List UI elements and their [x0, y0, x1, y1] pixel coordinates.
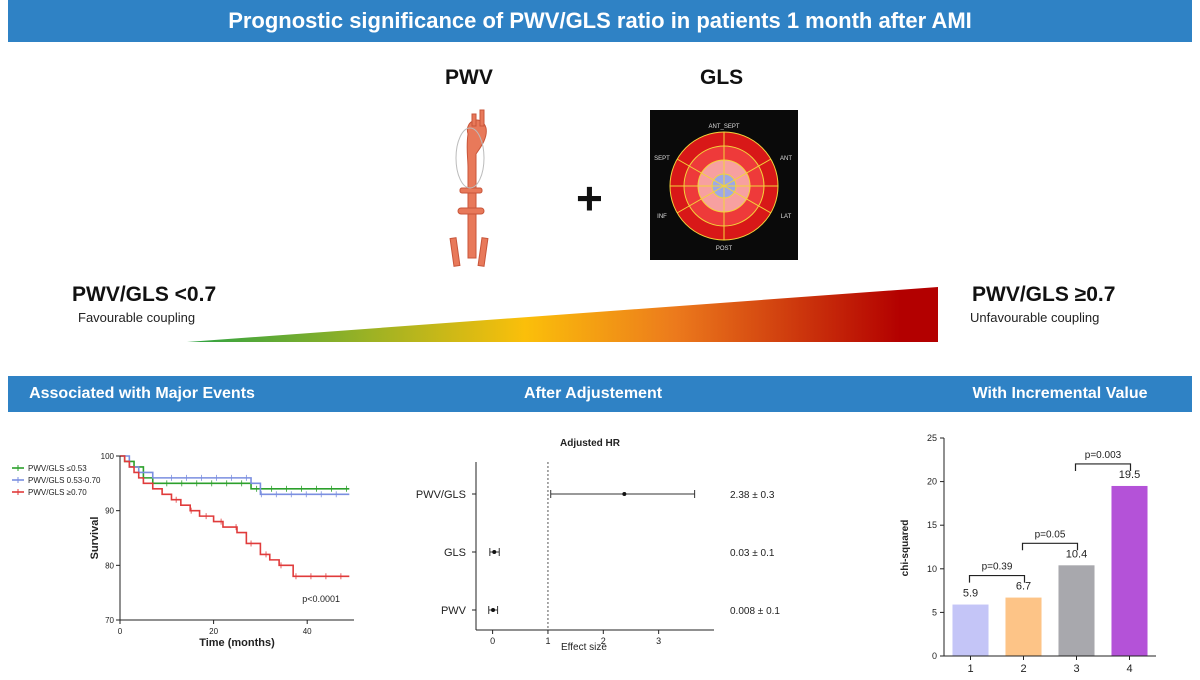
forest-xtick-label: 2 — [601, 636, 606, 646]
bar-comparison-bracket — [1021, 542, 1079, 551]
bar-comparison-pvalue: p=0.003 — [1085, 450, 1122, 461]
bar — [1111, 485, 1148, 656]
forest-xlabel: Effect size — [561, 642, 607, 653]
title-banner: Prognostic significance of PWV/GLS ratio… — [8, 0, 1192, 42]
forest-row-label: PWV/GLS — [416, 489, 466, 501]
forest-plot: Adjusted HR PWV/GLS 2.38 ± 0.3 GLS 0.03 ± 0… — [408, 428, 816, 658]
km-ytick-label: 80 — [105, 561, 114, 570]
forest-xtick-label: 0 — [490, 636, 495, 646]
bar — [1058, 565, 1095, 656]
km-ytick-label: 100 — [101, 452, 115, 461]
km-survival-chart: 70 80 90 100 0 20 40 PWV/GLS ≤0.53 PWV/GLS 0.53… — [8, 436, 368, 658]
bar-category-label: 3 — [1073, 663, 1079, 675]
forest-value-label: 2.38 ± 0.3 — [730, 490, 775, 501]
bullseye-label: LAT — [781, 214, 792, 220]
km-legend-label: PWV/GLS 0.53-0.70 — [28, 476, 101, 485]
plus-sign: + — [576, 172, 603, 224]
bar-value-label: 6.7 — [1016, 581, 1031, 593]
right-ratio: PWV/GLS ≥0.7 — [972, 283, 1116, 306]
forest-xtick-label: 1 — [545, 636, 550, 646]
km-pvalue: p<0.0001 — [302, 594, 340, 604]
bar-comparison-bracket — [1074, 463, 1132, 471]
bar-ytick-label: 20 — [927, 477, 937, 487]
km-survival-curve — [120, 455, 350, 578]
bar-ytick-label: 25 — [927, 433, 937, 443]
coupling-gradient — [187, 287, 938, 342]
bar — [1005, 597, 1042, 656]
forest-estimate-point — [491, 608, 496, 612]
km-ytick-label: 90 — [105, 507, 114, 516]
bar-value-label: 5.9 — [963, 588, 978, 600]
bar-ytick-label: 15 — [927, 520, 937, 530]
km-legend-label: PWV/GLS ≤0.53 — [28, 464, 87, 473]
bar-value-label: 10.4 — [1066, 548, 1087, 560]
bullseye-label: ANT — [780, 156, 792, 162]
km-xlabel: Time (months) — [199, 637, 275, 649]
bullseye-label: POST — [716, 246, 733, 252]
chi-squared-bar-chart: 0 5 10 15 20 25 5.9 1 6.7 2 10.4 3 19.5 4 p=0.39 p=0.… — [894, 420, 1162, 678]
left-ratio: PWV/GLS <0.7 — [72, 283, 217, 306]
bar-category-label: 1 — [967, 663, 973, 675]
bar — [952, 604, 989, 656]
km-ytick-label: 70 — [105, 616, 114, 625]
bar-comparison-bracket — [968, 574, 1026, 583]
bar-comparison-pvalue: p=0.05 — [1035, 529, 1066, 540]
bar-category-label: 4 — [1126, 663, 1132, 675]
left-caption: Favourable coupling — [78, 310, 196, 325]
section-major-events: Associated with Major Events — [29, 385, 255, 402]
bar-category-label: 2 — [1020, 663, 1026, 675]
page-title: Prognostic significance of PWV/GLS ratio… — [228, 8, 972, 33]
km-legend-label: PWV/GLS ≥0.70 — [28, 488, 87, 497]
km-xtick-label: 0 — [118, 627, 123, 636]
forest-estimate-point — [622, 492, 627, 496]
forest-row-label: GLS — [444, 547, 466, 559]
bar-ylabel: chi-squared — [900, 520, 911, 577]
forest-estimate-point — [492, 550, 497, 554]
section-incremental-value: With Incremental Value — [972, 385, 1148, 402]
bar-ytick-label: 10 — [927, 564, 937, 574]
km-xtick-label: 20 — [209, 627, 218, 636]
bar-value-label: 19.5 — [1119, 469, 1140, 481]
gls-bullseye: ANT_SEPT ANT LAT POST INF SEPT — [650, 110, 798, 260]
forest-value-label: 0.008 ± 0.1 — [730, 606, 780, 617]
aorta-illustration — [449, 109, 489, 267]
bar-comparison-pvalue: p=0.39 — [982, 562, 1013, 573]
bar-ytick-label: 0 — [932, 651, 937, 661]
bullseye-label: INF — [657, 214, 667, 220]
bar-ytick-label: 5 — [932, 607, 937, 617]
section-banner: Associated with Major Events After Adjus… — [8, 376, 1192, 412]
km-xtick-label: 40 — [303, 627, 312, 636]
forest-title: Adjusted HR — [560, 438, 621, 449]
bullseye-label: SEPT — [654, 156, 670, 162]
forest-xtick-label: 3 — [656, 636, 661, 646]
forest-row-label: PWV — [441, 605, 467, 617]
forest-value-label: 0.03 ± 0.1 — [730, 548, 775, 559]
pwv-label: PWV — [445, 66, 493, 89]
section-after-adjustment: After Adjustement — [523, 385, 663, 402]
km-ylabel: Survival — [89, 517, 101, 560]
gls-label: GLS — [700, 66, 744, 89]
bullseye-label: ANT_SEPT — [708, 124, 739, 130]
right-caption: Unfavourable coupling — [970, 310, 1100, 325]
